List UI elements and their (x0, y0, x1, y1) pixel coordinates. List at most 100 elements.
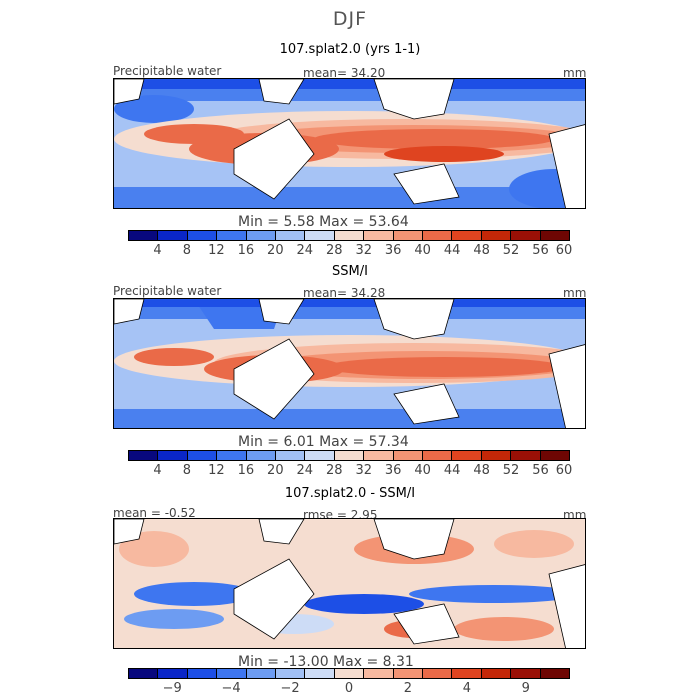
colorbar-swatch (217, 669, 247, 678)
colorbar-swatch (187, 669, 218, 678)
colorbar-tick-label: 36 (384, 463, 402, 478)
colorbar-swatch (540, 669, 570, 678)
colorbar-swatch (364, 669, 394, 678)
colorbar-tick-label: 4 (153, 463, 162, 478)
colorbar-swatch (452, 669, 482, 678)
panel-1-map (113, 78, 586, 209)
panel-2-min-max: Min = 6.01 Max = 57.34 (238, 434, 409, 450)
colorbar-swatch (511, 451, 541, 460)
colorbar-tick-label: 48 (473, 463, 490, 478)
colorbar-tick-label: 40 (414, 463, 431, 478)
colorbar-swatch (334, 451, 365, 460)
panel-1-title: 107.splat2.0 (yrs 1-1) (279, 42, 421, 57)
colorbar-swatch (305, 669, 335, 678)
colorbar-swatch (364, 451, 394, 460)
panel-1-mean-label: mean= 34.20 (303, 66, 386, 80)
colorbar-swatch (246, 231, 277, 240)
panel-3-min-max: Min = -13.00 Max = 8.31 (238, 654, 414, 670)
colorbar-swatch (393, 451, 424, 460)
colorbar-swatch (187, 451, 218, 460)
panel-1-min-max: Min = 5.58 Max = 53.64 (238, 214, 409, 230)
panel-3-colorbar (128, 668, 570, 679)
colorbar-tick-label: 9 (521, 681, 530, 696)
colorbar-tick-label: −9 (162, 681, 182, 696)
colorbar-tick-label: −2 (280, 681, 300, 696)
panel-1-colorbar (128, 230, 570, 241)
colorbar-swatch (246, 451, 277, 460)
panel-2-colorbar-ticks: 4 8 12 16 20 24 28 32 36 40 44 48 52 56 60 (128, 463, 573, 478)
colorbar-swatch (305, 451, 335, 460)
colorbar-swatch (364, 231, 394, 240)
colorbar-tick-label: 24 (296, 463, 314, 478)
colorbar-tick-label: 44 (443, 463, 461, 478)
colorbar-swatch (158, 669, 188, 678)
colorbar-swatch (187, 231, 218, 240)
panel-1-colorbar-ticks: 4 8 12 16 20 24 28 32 36 40 44 48 52 56 60 (128, 243, 573, 258)
panel-3-map (113, 518, 586, 649)
panel-1-variable-label: Precipitable water (113, 64, 222, 78)
panel-3-title: 107.splat2.0 - SSM/I (284, 486, 416, 501)
colorbar-tick-label: 8 (182, 463, 192, 478)
season-title: DJF (332, 8, 368, 30)
colorbar-tick-label: 4 (153, 243, 162, 258)
colorbar-tick-label: 2 (403, 681, 413, 696)
colorbar-tick-label: 4 (462, 681, 471, 696)
colorbar-tick-label: 56 (532, 243, 549, 258)
colorbar-swatch (129, 231, 159, 240)
colorbar-swatch (423, 231, 453, 240)
colorbar-tick-label: 24 (296, 243, 314, 258)
colorbar-swatch (423, 451, 453, 460)
colorbar-swatch (129, 669, 159, 678)
colorbar-tick-label: 32 (355, 463, 372, 478)
colorbar-tick-label: 12 (208, 243, 225, 258)
panel-3-mean-label: mean = -0.52 (113, 506, 196, 520)
colorbar-swatch (217, 451, 247, 460)
colorbar-tick-label: 0 (344, 681, 354, 696)
colorbar-tick-label: 52 (502, 243, 520, 258)
colorbar-swatch (393, 669, 424, 678)
colorbar-swatch (305, 231, 335, 240)
colorbar-swatch (481, 231, 512, 240)
colorbar-swatch (481, 451, 512, 460)
colorbar-swatch (452, 451, 482, 460)
colorbar-swatch (540, 451, 570, 460)
panel-2-title: SSM/I (332, 264, 368, 279)
colorbar-tick-label: 60 (555, 243, 573, 258)
colorbar-swatch (217, 231, 247, 240)
panel-2-map (113, 298, 586, 429)
colorbar-swatch (511, 669, 541, 678)
colorbar-tick-label: 48 (473, 243, 490, 258)
colorbar-tick-label: 60 (555, 463, 573, 478)
colorbar-tick-label: 16 (237, 243, 255, 258)
panel-2-mean-label: mean= 34.28 (303, 286, 386, 300)
colorbar-swatch (334, 669, 365, 678)
colorbar-swatch (393, 231, 424, 240)
panel-2-units-label: mm (563, 286, 587, 300)
colorbar-tick-label: 40 (414, 243, 431, 258)
panel-2-colorbar (128, 450, 570, 461)
panel-1-units-label: mm (563, 66, 587, 80)
panel-3-colorbar-ticks: −9 −4 −2 0 2 4 9 (128, 681, 570, 696)
colorbar-swatch (423, 669, 453, 678)
colorbar-swatch (481, 669, 512, 678)
colorbar-tick-label: 20 (267, 243, 284, 258)
colorbar-swatch (158, 451, 188, 460)
colorbar-swatch (246, 669, 277, 678)
colorbar-swatch (129, 451, 159, 460)
colorbar-tick-label: 8 (182, 243, 192, 258)
colorbar-swatch (276, 451, 306, 460)
colorbar-tick-label: 56 (532, 463, 549, 478)
panel-2-variable-label: Precipitable water (113, 284, 222, 298)
colorbar-tick-label: 52 (502, 463, 520, 478)
colorbar-swatch (334, 231, 365, 240)
colorbar-tick-label: 12 (208, 463, 225, 478)
colorbar-swatch (276, 669, 306, 678)
colorbar-tick-label: 36 (384, 243, 402, 258)
colorbar-swatch (540, 231, 570, 240)
colorbar-tick-label: 16 (237, 463, 255, 478)
colorbar-tick-label: −4 (221, 681, 241, 696)
colorbar-tick-label: 32 (355, 243, 372, 258)
colorbar-tick-label: 28 (325, 243, 343, 258)
colorbar-swatch (158, 231, 188, 240)
colorbar-swatch (511, 231, 541, 240)
